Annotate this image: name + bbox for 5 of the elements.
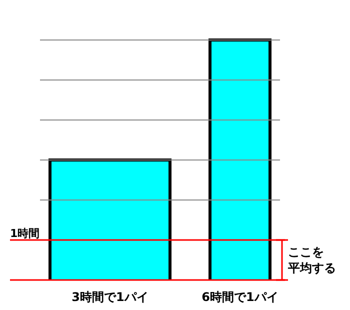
x-tick-label: 6時間で1パイ (202, 290, 278, 304)
ref-line-label: 1時間 (10, 226, 40, 240)
x-tick-label: 3時間で1パイ (72, 290, 148, 304)
text: 平均する (287, 260, 336, 275)
text: ここを (288, 244, 324, 259)
